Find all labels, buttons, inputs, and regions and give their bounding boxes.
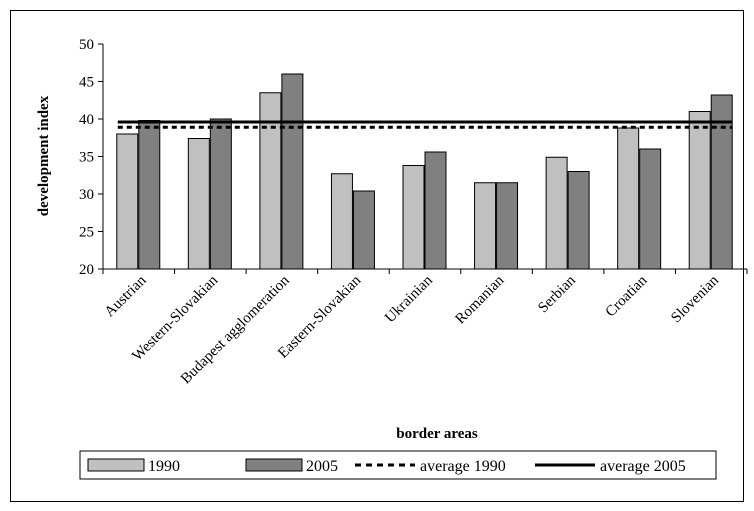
legend-label-0: 1990 — [148, 458, 180, 475]
bar-1990-6 — [545, 156, 568, 270]
legend-label-3: average 2005 — [600, 458, 686, 475]
bar-2005-4 — [424, 151, 447, 270]
reference-lines — [117, 120, 733, 129]
x-tick-label-5: Romanian — [452, 272, 507, 327]
bar-1990-7 — [617, 127, 640, 270]
bar-2005-6 — [567, 171, 590, 270]
legend-swatch-0 — [87, 458, 145, 472]
x-tick-label-4: Ukrainian — [382, 272, 436, 326]
x-tick-label-8: Slovenian — [668, 272, 722, 326]
y-tick-label-6: 50 — [79, 37, 94, 53]
bar-2005-7 — [639, 148, 662, 270]
legend: 1990 2005 average 1990 average 2005 — [79, 450, 717, 480]
bar-1990-0 — [116, 133, 139, 270]
bar-1990-3 — [330, 173, 353, 270]
bar-2005-2 — [281, 73, 304, 270]
y-tick-label-1: 25 — [79, 225, 94, 241]
bar-2005-0 — [138, 120, 161, 270]
y-tick-label-3: 35 — [79, 150, 94, 166]
bar-2005-5 — [496, 182, 519, 270]
x-tick-label-7: Croatian — [603, 272, 651, 320]
legend-box — [79, 450, 717, 480]
legend-label-1: 2005 — [306, 458, 338, 475]
x-tick-label-6: Serbian — [535, 272, 579, 316]
bar-1990-1 — [187, 138, 210, 270]
legend-swatch-1 — [245, 458, 303, 472]
x-tick-label-0: Austrian — [102, 272, 150, 320]
legend-label-2: average 1990 — [420, 458, 506, 475]
y-tick-label-4: 40 — [79, 112, 94, 128]
x-axis-title: border areas — [396, 426, 478, 442]
bar-2005-3 — [352, 190, 375, 270]
bar-1990-8 — [688, 111, 711, 270]
bars — [116, 73, 733, 270]
y-axis-title: development index — [36, 95, 52, 216]
y-tick-label-2: 30 — [79, 187, 94, 203]
bar-1990-4 — [402, 165, 425, 270]
bar-2005-1 — [209, 118, 232, 270]
y-tick-label-0: 20 — [79, 262, 94, 278]
bar-1990-5 — [474, 182, 497, 270]
y-tick-label-5: 45 — [79, 75, 94, 91]
bar-1990-2 — [259, 92, 282, 270]
